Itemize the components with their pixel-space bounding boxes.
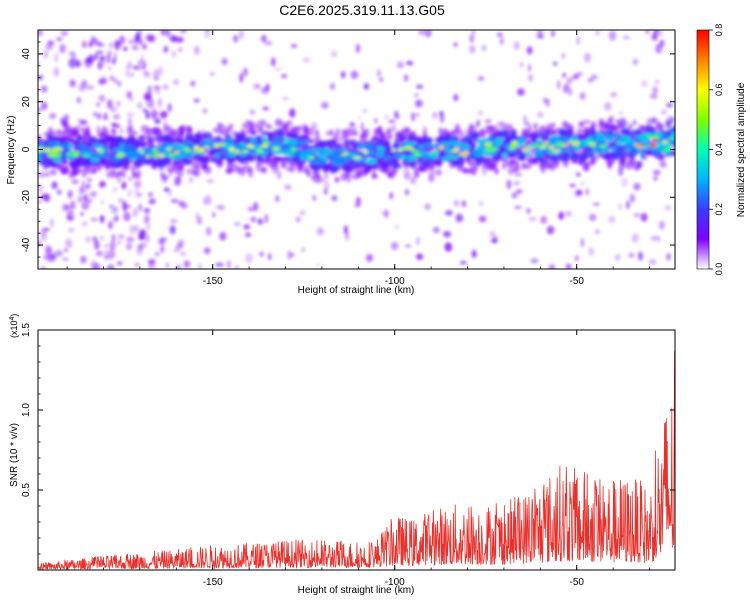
y-tick-label: 0.5 bbox=[21, 483, 32, 497]
colorbar-tick-label: 0.8 bbox=[714, 24, 724, 37]
colorbar-ticks: 0.0 0.2 0.4 0.6 0.8 bbox=[709, 24, 724, 276]
y-tick-label: 1.5 bbox=[21, 323, 32, 337]
colorbar-tick-label: 0.4 bbox=[714, 143, 724, 156]
svg-text:(x104): (x104) bbox=[9, 314, 20, 338]
y-tick-label: 1.0 bbox=[21, 403, 32, 417]
spectrogram-y-ticks: 40 20 0 -20 -40 bbox=[21, 29, 675, 270]
snr-x-label: Height of straight line (km) bbox=[298, 585, 415, 596]
snr-y-multiplier-close: ) bbox=[9, 314, 19, 317]
x-tick-label: -50 bbox=[569, 577, 584, 588]
spectrogram-x-label: Height of straight line (km) bbox=[298, 285, 415, 296]
x-tick-label: -150 bbox=[203, 577, 223, 588]
y-tick-label: -40 bbox=[21, 237, 32, 252]
snr-y-multiplier-base: (x10 bbox=[9, 320, 19, 338]
snr-x-ticks: -150 -100 -50 bbox=[66, 330, 650, 588]
colorbar-tick-label: 0.6 bbox=[714, 83, 724, 96]
spectrogram-background-noise bbox=[38, 30, 675, 269]
snr-y-multiplier: (x104) bbox=[9, 314, 20, 338]
spectrogram-ridge bbox=[38, 115, 675, 184]
colorbar-label: Normalized spectral amplitude bbox=[736, 82, 747, 217]
colorbar-tick-label: 0.2 bbox=[714, 203, 724, 216]
snr-panel: -150 -100 -50 0.5 1.0 1.5 Height of straight… bbox=[9, 314, 676, 596]
spectrogram-panel: -150 -100 -50 40 20 0 -20 -40 Height of straig… bbox=[6, 29, 676, 296]
x-tick-label: -100 bbox=[385, 577, 405, 588]
y-tick-label: 0 bbox=[21, 146, 32, 152]
snr-y-label: SNR (10 * v/v) bbox=[9, 423, 20, 487]
colorbar: 0.0 0.2 0.4 0.6 0.8 Normalized spectral ampl… bbox=[696, 24, 747, 276]
chart-title: C2E6.2025.319.11.13.G05 bbox=[279, 2, 445, 18]
snr-series-line bbox=[38, 351, 675, 570]
x-tick-label: -100 bbox=[385, 276, 405, 287]
spectrogram-heatmap bbox=[38, 30, 675, 269]
x-tick-label: -150 bbox=[203, 276, 223, 287]
colorbar-gradient bbox=[696, 29, 710, 270]
x-tick-label: -50 bbox=[569, 276, 584, 287]
spectrogram-x-ticks: -150 -100 -50 bbox=[66, 30, 650, 287]
snr-y-multiplier-exp: 4 bbox=[9, 316, 16, 320]
colorbar-tick-label: 0.0 bbox=[714, 263, 724, 276]
y-tick-label: -20 bbox=[21, 190, 32, 205]
snr-frame bbox=[37, 329, 676, 571]
snr-y-ticks: 0.5 1.0 1.5 bbox=[21, 323, 675, 571]
y-tick-label: 40 bbox=[21, 48, 32, 60]
y-tick-label: 20 bbox=[21, 96, 32, 108]
spectrogram-y-label: Frequency (Hz) bbox=[6, 116, 17, 185]
